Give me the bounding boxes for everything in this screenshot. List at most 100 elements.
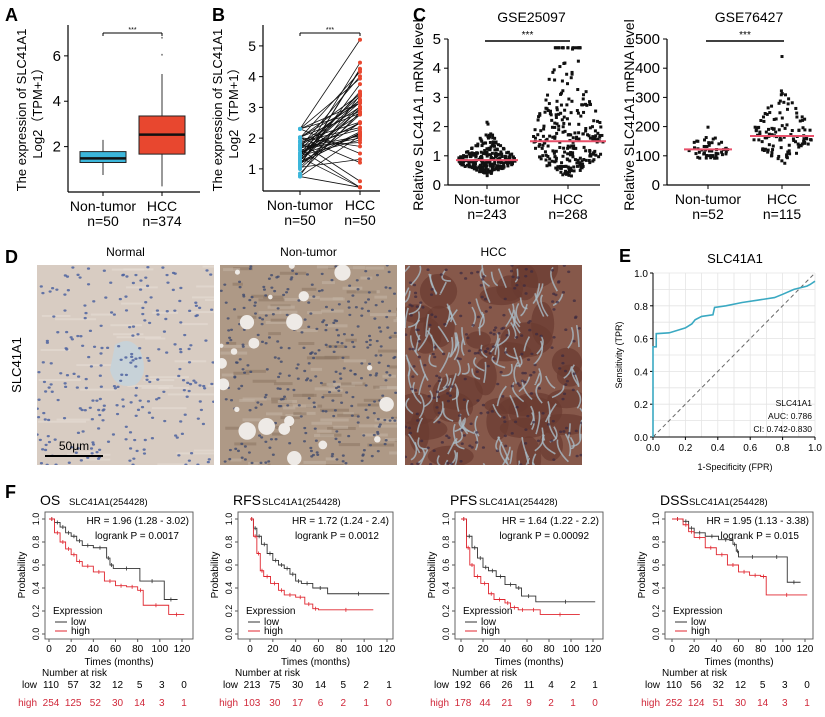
nucleus [565,379,570,383]
data-point [485,120,489,124]
nucleus [104,296,108,299]
data-point [566,146,570,150]
tissue-texture [395,317,397,321]
nucleus [561,361,565,365]
x-tick-label: 0.8 [776,443,790,454]
risk-row-label-high: high [18,698,37,709]
nucleus [310,283,314,286]
data-point [561,46,565,50]
risk-count-low: 11 [524,680,535,691]
nucleus [201,422,206,426]
risk-count-low: 4 [548,680,554,691]
stroma-strand [513,361,519,385]
nucleus [259,461,263,465]
nucleus [407,426,412,430]
nucleus [348,284,352,287]
data-point [770,126,774,130]
nucleus [274,437,278,441]
nucleus [339,377,343,380]
data-point [478,170,482,174]
data-point [770,133,774,137]
data-point [598,121,602,125]
data-point [564,172,568,176]
y-tick-label: 0.6 [634,335,648,346]
nucleus [334,437,338,441]
hazard-ratio: HR = 1.96 (1.28 - 3.02) [86,516,189,527]
stroma-strand [483,361,487,383]
data-point [707,143,711,147]
data-point [484,163,488,167]
data-point [713,156,717,160]
nucleus [423,363,427,367]
x-tick-label: 0.6 [743,443,757,454]
data-point [576,111,580,115]
legend-label-high: high [691,626,710,637]
data-point [709,154,713,158]
data-point [571,146,575,150]
data-point [498,156,502,160]
tissue-texture [233,267,253,271]
lipid-vacuole [248,337,260,349]
tissue-texture [333,425,349,429]
data-point [557,124,561,128]
data-point [801,118,805,122]
nucleus [192,379,196,382]
risk-count-high: 30 [269,698,281,709]
tissue-texture [258,298,285,302]
risk-count-high: 0 [592,698,598,709]
nucleus [76,431,81,435]
nucleus [362,434,366,437]
data-point [797,145,801,149]
stroma-strand [441,270,451,282]
nucleus [332,350,336,354]
x-tick-label: 0 [669,644,675,655]
row-label: SLC41A1 [9,337,24,393]
data-point [766,150,770,154]
data-point [534,146,538,150]
pair-line [299,93,361,154]
non-tumor-point [298,135,302,140]
pair-line [299,137,361,163]
nucleus [99,324,103,327]
nucleus [188,309,192,313]
nucleus [330,308,334,312]
data-point [716,152,720,156]
data-point [582,145,586,149]
stroma-strand [409,335,419,357]
data-point [571,136,575,140]
pair-line [299,122,361,165]
nucleus [62,416,67,420]
risk-count-high: 6 [318,698,324,709]
x-n-label: n=115 [763,206,801,222]
nucleus [462,398,466,402]
nucleus [309,446,313,450]
data-point [575,135,579,139]
nucleus [174,434,178,437]
data-point [479,150,483,154]
data-point [479,164,483,168]
data-point [581,164,585,168]
nucleus [147,411,151,414]
nucleus [408,303,412,307]
y-tick-label: 1.0 [224,513,234,526]
nucleus [78,407,82,410]
nucleus [75,386,79,389]
data-point [462,154,466,158]
tumor-nest [427,445,474,465]
tissue-texture [158,386,190,389]
hcc-point [358,127,362,132]
nucleus [331,452,335,456]
data-point [567,97,571,101]
nucleus [437,411,441,415]
data-point [780,159,784,163]
tumor-nest [419,273,458,309]
nucleus [303,318,307,321]
tissue-texture [332,297,343,301]
data-point [541,154,545,158]
data-point [584,129,588,133]
data-point [785,107,789,111]
nucleus [520,334,524,337]
nucleus [524,442,528,445]
nucleus [109,281,113,284]
nucleus [530,352,534,356]
